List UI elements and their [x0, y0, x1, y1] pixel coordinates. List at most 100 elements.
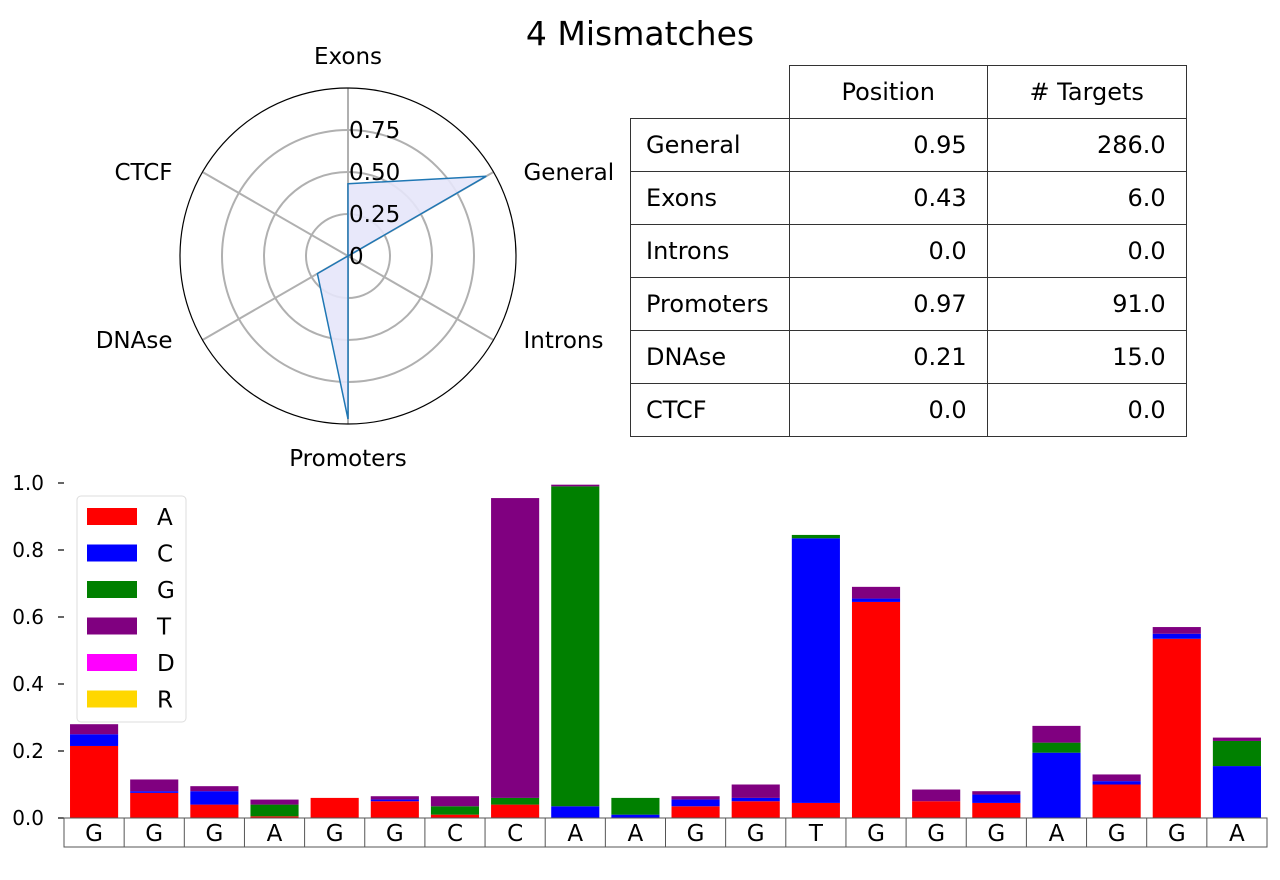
bar-segment-C [1212, 766, 1261, 818]
bar-segment-G [791, 534, 840, 539]
row-label: CTCF [630, 383, 790, 437]
bar-segment-T [250, 799, 299, 805]
sequence-letter: T [808, 821, 824, 847]
bar-segment-T [551, 484, 600, 487]
sequence-table [63, 817, 1268, 848]
radar-axis-label: DNAse [96, 328, 173, 354]
bar-segment-A [430, 814, 480, 818]
cell-position: 0.0 [788, 224, 988, 278]
cell-targets: 15.0 [986, 330, 1187, 384]
bar-segment-C [731, 797, 780, 802]
bar-segment-A [491, 804, 540, 818]
radar-spoke [202, 171, 349, 257]
bar-segment-A [250, 816, 299, 818]
bar-segment-G [1032, 742, 1081, 753]
bar-segment-G [250, 804, 299, 817]
sequence-letter: G [85, 821, 103, 847]
y-tick-label: 0.4 [12, 672, 44, 696]
cell-position: 0.95 [788, 118, 988, 172]
legend-label: C [157, 542, 173, 568]
bar-segment-T [430, 796, 480, 807]
cell-targets: 91.0 [986, 277, 1187, 331]
bar-segment-C [972, 794, 1021, 803]
legend-swatch-G [87, 581, 137, 598]
bar-segment-T [1092, 774, 1141, 782]
bar-segment-T [190, 786, 239, 792]
row-label: General [630, 118, 790, 172]
bar-segment-C [1032, 752, 1081, 818]
bar-segment-C [791, 538, 840, 803]
bar-segment-G [430, 806, 480, 815]
radar-chart: 0 0.25 0.50 0.75 Exons General Introns Promoter… [96, 44, 614, 470]
legend-label: T [156, 615, 172, 641]
bar-segment-C [70, 734, 119, 746]
legend-swatch-R [87, 690, 137, 708]
y-tick-label: 0.0 [12, 806, 44, 830]
sequence-letter: G [145, 821, 163, 847]
cell-targets: 6.0 [986, 171, 1187, 225]
sequence-letter: G [205, 821, 223, 847]
table-row: Exons 0.43 6.0 [630, 171, 1187, 225]
bar-segment-C [370, 799, 419, 802]
bar-segment-T [130, 779, 179, 792]
bar-segment-A [912, 801, 961, 818]
bar-segment-T [1152, 627, 1201, 634]
sequence-letter: A [1229, 821, 1245, 847]
radar-tick-label: 0.25 [349, 202, 400, 228]
bar-segment-A [70, 745, 119, 818]
sequence-letter: G [927, 821, 945, 847]
table-header-row: Position # Targets [630, 65, 1187, 119]
sequence-letter: A [1049, 821, 1065, 847]
radar-spoke [347, 255, 494, 341]
table-row: Introns 0.0 0.0 [630, 224, 1187, 278]
bar-segment-C [130, 791, 179, 793]
radar-tick-label: 0.75 [349, 118, 400, 144]
bar-segment-A [972, 802, 1021, 818]
cell-position: 0.0 [788, 383, 988, 437]
bar-segment-A [731, 801, 780, 818]
sequence-letter: G [326, 821, 344, 847]
sequence-letter: G [747, 821, 765, 847]
bar-segment-C [1092, 781, 1141, 785]
cell-position: 0.97 [788, 277, 988, 331]
radar-tick-label: 0.50 [349, 160, 400, 186]
bar-segment-T [731, 784, 780, 798]
bar-segment-T [370, 796, 419, 800]
legend-label: G [157, 578, 175, 604]
table-row: DNAse 0.21 15.0 [630, 330, 1187, 384]
legend-label: D [157, 651, 175, 677]
radar-tick-label: 0 [349, 244, 364, 270]
legend-label: A [157, 505, 173, 531]
page-title: 4 Mismatches [525, 14, 755, 53]
legend-swatch-T [87, 617, 137, 635]
y-tick-label: 0.8 [12, 538, 44, 562]
legend-swatch-D [87, 654, 137, 671]
bar-segment-A [370, 801, 419, 818]
sequence-letter: A [628, 821, 644, 847]
sequence-letter: G [687, 821, 705, 847]
bar-segment-T [1032, 725, 1081, 743]
cell-position: 0.43 [788, 171, 988, 225]
bar-segment-T [972, 791, 1021, 795]
y-tick-label: 0.2 [12, 739, 44, 763]
bar-segment-G [1212, 740, 1261, 767]
cell-targets: 0.0 [986, 383, 1187, 437]
legend-label: R [157, 688, 173, 714]
bar-segment-T [70, 724, 119, 735]
bar-segment-C [551, 806, 600, 818]
bar-segment-T [1212, 737, 1261, 741]
bar-segment-A [791, 802, 840, 818]
radar-frame [179, 87, 517, 425]
bar-segment-T [491, 498, 540, 798]
column-header-position: Position [788, 65, 988, 119]
row-label: Introns [630, 224, 790, 278]
y-tick-label: 0.6 [12, 605, 44, 629]
radar-axis-label: General [523, 160, 614, 186]
row-label: Exons [630, 171, 790, 225]
sequence-letter: G [987, 821, 1005, 847]
sequence-letter: A [567, 821, 583, 847]
bar-segment-C [851, 598, 901, 602]
column-header-targets: # Targets [986, 65, 1187, 119]
radar-axis-label: Promoters [289, 446, 407, 470]
cell-targets: 286.0 [986, 118, 1187, 172]
